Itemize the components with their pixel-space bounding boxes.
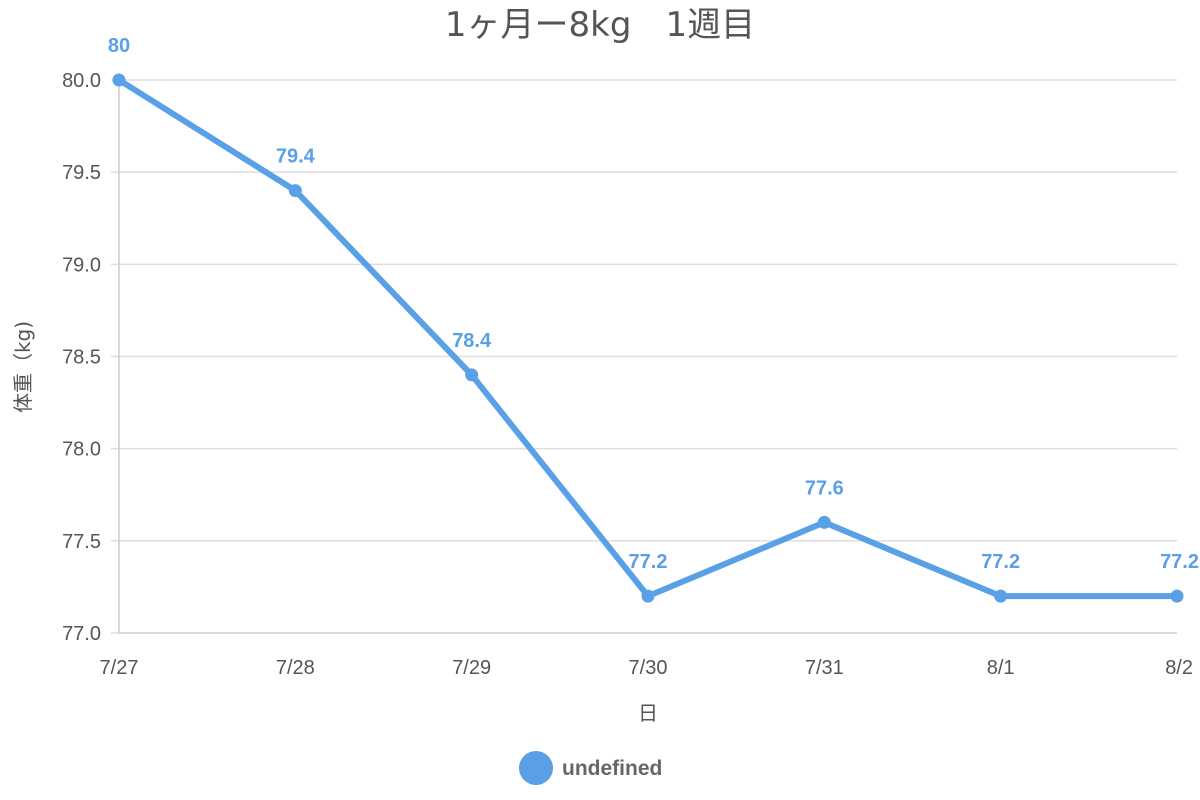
data-point[interactable] [112,73,126,87]
y-tick-label: 78.5 [62,347,101,369]
data-label: 79.4 [276,146,316,168]
y-tick-label: 79.0 [62,254,101,276]
chart-title: 1ヶ月ー8kg 1週目 [445,5,755,45]
y-tick-label: 78.0 [62,439,101,461]
x-tick-label: 7/31 [805,657,844,679]
data-point[interactable] [288,184,302,198]
legend[interactable]: undefined [519,751,662,785]
data-label: 80 [108,35,130,57]
x-axis-title: 日 [638,701,658,725]
x-tick-label: 7/30 [629,657,668,679]
y-tick-label: 77.0 [62,623,101,645]
y-axis-title: 体重（kg) [11,321,35,413]
legend-swatch [519,751,553,785]
y-tick-label: 77.5 [62,531,101,553]
x-tick-label: 7/29 [452,657,491,679]
data-label: 77.6 [805,477,844,499]
x-tick-label: 7/27 [100,657,139,679]
data-label: 78.4 [452,330,492,352]
x-axis-tick-labels: 7/27 7/28 7/29 7/30 7/31 8/1 8/2 [100,657,1193,679]
y-axis-tick-labels: 77.0 77.5 78.0 78.5 79.0 79.5 80.0 [62,70,101,645]
data-labels: 80 79.4 78.4 77.2 77.6 77.2 77.2 [108,35,1199,573]
data-label: 77.2 [981,551,1020,573]
x-tick-label: 8/2 [1165,657,1193,679]
data-point[interactable] [641,589,655,603]
grid-lines [119,79,1177,542]
x-tick-label: 8/1 [987,657,1015,679]
y-tick-label: 80.0 [62,70,101,92]
series-group [112,73,1184,603]
data-label: 77.2 [629,551,668,573]
y-tick-label: 79.5 [62,162,101,184]
legend-label: undefined [562,757,662,780]
data-point[interactable] [994,589,1008,603]
data-label: 77.2 [1160,551,1199,573]
data-point[interactable] [817,515,831,529]
data-point[interactable] [465,368,479,382]
x-tick-label: 7/28 [276,657,315,679]
data-point[interactable] [1170,589,1184,603]
